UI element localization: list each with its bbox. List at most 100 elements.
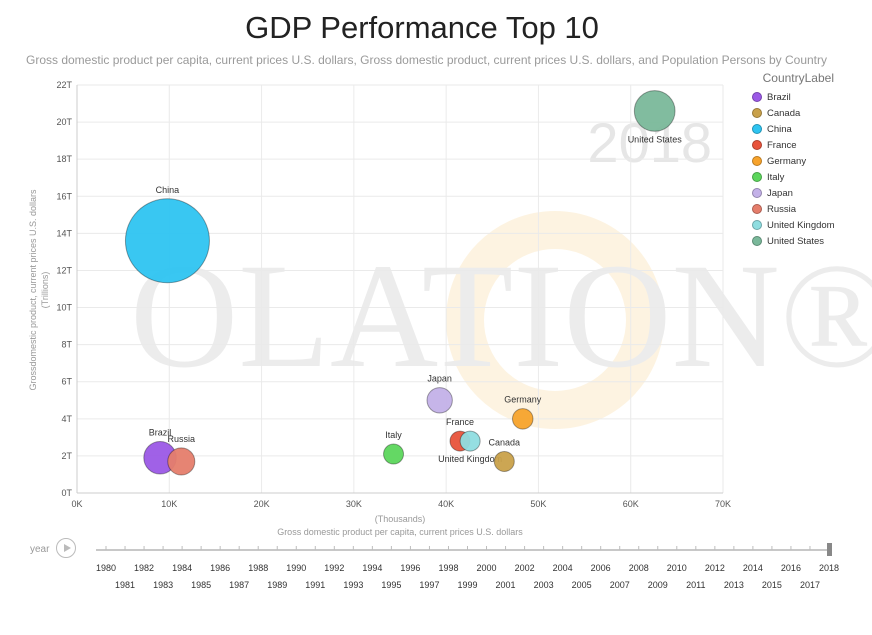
timeline-year-label[interactable]: 1995 xyxy=(381,580,401,590)
legend-item-germany[interactable]: Germany xyxy=(752,153,870,169)
timeline-year-label[interactable]: 2016 xyxy=(781,563,801,573)
timeline-year-label[interactable]: 1989 xyxy=(267,580,287,590)
timeline-year-label[interactable]: 1981 xyxy=(115,580,135,590)
timeline-handle[interactable] xyxy=(827,543,832,556)
legend-label: Brazil xyxy=(767,91,791,103)
chart-title: GDP Performance Top 10 xyxy=(245,10,599,45)
play-axis-label: year xyxy=(30,544,50,555)
bubble-italy[interactable] xyxy=(383,443,405,465)
legend-title: CountryLabel xyxy=(762,71,834,85)
timeline-year-label[interactable]: 2013 xyxy=(724,580,744,590)
timeline-year-label[interactable]: 1992 xyxy=(324,563,344,573)
y-tick-label: 22T xyxy=(56,80,72,90)
bubble-japan[interactable] xyxy=(426,387,453,414)
timeline-year-label[interactable]: 2002 xyxy=(515,563,535,573)
gridlines xyxy=(76,84,724,494)
timeline-year-label[interactable]: 1999 xyxy=(457,580,477,590)
timeline-year-label[interactable]: 1996 xyxy=(400,563,420,573)
legend-item-france[interactable]: France xyxy=(752,137,870,153)
point-label-china: China xyxy=(156,185,180,195)
bubble-united-kingdom[interactable] xyxy=(459,430,481,452)
timeline-year-label[interactable]: 1993 xyxy=(343,580,363,590)
timeline-year-label[interactable]: 2000 xyxy=(477,563,497,573)
x-tick-label: 20K xyxy=(254,499,270,509)
timeline-year-label[interactable]: 1998 xyxy=(438,563,458,573)
y-axis-title: Grossdomestic product, current prices U.… xyxy=(28,189,38,391)
bubble-canada[interactable] xyxy=(493,450,515,472)
timeline-year-label[interactable]: 1997 xyxy=(419,580,439,590)
x-tick-label: 50K xyxy=(530,499,546,509)
timeline-year-label[interactable]: 1988 xyxy=(248,563,268,573)
timeline-year-label[interactable]: 1982 xyxy=(134,563,154,573)
y-tick-label: 6T xyxy=(61,377,72,387)
y-tick-label: 20T xyxy=(56,117,72,127)
legend: CountryLabel Brazil Canada China France Germ… xyxy=(752,71,870,249)
legend-label: Germany xyxy=(767,155,807,167)
timeline-year-label[interactable]: 2015 xyxy=(762,580,782,590)
point-label-united-states: United States xyxy=(628,134,683,144)
legend-label: Russia xyxy=(767,203,797,215)
timeline-year-label[interactable]: 2010 xyxy=(667,563,687,573)
timeline-year-label[interactable]: 2012 xyxy=(705,563,725,573)
timeline-year-label[interactable]: 1991 xyxy=(305,580,325,590)
x-axis-title: Gross domestic product per capita, curre… xyxy=(277,527,523,537)
timeline-year-label[interactable]: 2007 xyxy=(610,580,630,590)
y-tick-label: 14T xyxy=(56,228,72,238)
bubble-germany[interactable] xyxy=(511,408,534,430)
legend-item-italy[interactable]: Italy xyxy=(752,169,870,185)
legend-item-united-kingdom[interactable]: United Kingdom xyxy=(752,217,870,233)
watermark-logo-text: OLATION® xyxy=(130,233,872,399)
timeline-year-label[interactable]: 1980 xyxy=(96,563,116,573)
timeline-year-label[interactable]: 1983 xyxy=(153,580,173,590)
bubble-russia[interactable] xyxy=(167,447,196,476)
timeline-year-label[interactable]: 1984 xyxy=(172,563,192,573)
timeline-year-label[interactable]: 2001 xyxy=(496,580,516,590)
point-label-united-kingdom: United Kingdom xyxy=(438,454,502,464)
timeline-year-label[interactable]: 2003 xyxy=(534,580,554,590)
timeline-year-label[interactable]: 1994 xyxy=(362,563,382,573)
y-axis-unit: (Trillions) xyxy=(40,272,50,309)
x-tick-label: 60K xyxy=(623,499,639,509)
timeline-year-label[interactable]: 1990 xyxy=(286,563,306,573)
timeline-year-label[interactable]: 2011 xyxy=(686,580,705,590)
y-tick-label: 18T xyxy=(56,154,72,164)
timeline-year-label[interactable]: 2008 xyxy=(629,563,649,573)
legend-item-canada[interactable]: Canada xyxy=(752,105,870,121)
point-label-japan: Japan xyxy=(427,374,452,384)
bubble-united-states[interactable] xyxy=(633,90,676,132)
timeline-year-label[interactable]: 2006 xyxy=(591,563,611,573)
legend-swatch xyxy=(752,92,762,102)
point-label-italy: Italy xyxy=(385,430,402,440)
timeline-year-label[interactable]: 2014 xyxy=(743,563,763,573)
timeline-year-label[interactable]: 2009 xyxy=(648,580,668,590)
legend-label: Canada xyxy=(767,107,801,119)
legend-item-japan[interactable]: Japan xyxy=(752,185,870,201)
watermark-logo-ring xyxy=(446,211,664,429)
watermark: OLATION®2018 xyxy=(130,111,872,429)
timeline-year-label[interactable]: 2005 xyxy=(572,580,592,590)
timeline-year-label[interactable]: 2017 xyxy=(800,580,820,590)
point-label-germany: Germany xyxy=(504,395,542,405)
timeline-year-label[interactable]: 1986 xyxy=(210,563,230,573)
legend-item-china[interactable]: China xyxy=(752,121,870,137)
timeline-year-label[interactable]: 1987 xyxy=(229,580,249,590)
legend-item-brazil[interactable]: Brazil xyxy=(752,89,870,105)
play-icon xyxy=(64,544,71,552)
timeline-year-label[interactable]: 1985 xyxy=(191,580,211,590)
play-button[interactable] xyxy=(56,538,76,558)
timeline-year-label[interactable]: 2018 xyxy=(819,563,839,573)
bubble-china[interactable] xyxy=(124,198,210,284)
legend-label: China xyxy=(767,123,792,135)
legend-item-russia[interactable]: Russia xyxy=(752,201,870,217)
timeline-year-label[interactable]: 2004 xyxy=(553,563,573,573)
legend-item-united-states[interactable]: United States xyxy=(752,233,870,249)
legend-swatch xyxy=(752,172,762,182)
timeline: 1980 1982 1984 1986 1988 1990 1992 1994 1996 1998… xyxy=(96,543,839,590)
chart-subtitle: Gross domestic product per capita, curre… xyxy=(26,53,828,67)
point-label-brazil: Brazil xyxy=(149,428,172,438)
legend-swatch xyxy=(752,204,762,214)
y-tick-label: 8T xyxy=(61,340,72,350)
point-label-france: France xyxy=(446,417,474,427)
